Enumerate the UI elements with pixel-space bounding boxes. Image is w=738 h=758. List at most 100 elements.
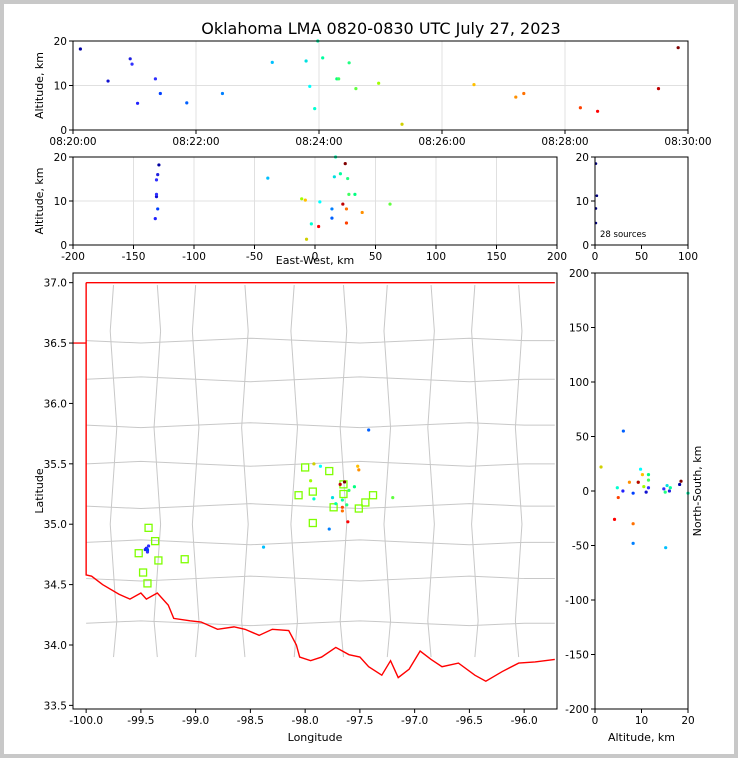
source-point <box>667 489 672 493</box>
source-point <box>318 464 323 468</box>
source-point <box>631 541 635 545</box>
source-point <box>337 77 341 81</box>
plan-view-frame <box>72 272 558 710</box>
time-height-y-tick-label: 20 <box>54 36 67 48</box>
source-point <box>646 478 651 482</box>
plan-view-x-tick-label: -98.0 <box>292 715 319 727</box>
county-line <box>339 285 348 658</box>
lma-station-marker <box>329 503 338 512</box>
source-point <box>330 216 334 220</box>
time-height-y-tick-label: 0 <box>60 125 67 137</box>
ns-height-y-tick-label: 100 <box>569 377 589 389</box>
plan-view-y-tick-label: 35.5 <box>44 459 67 471</box>
source-point <box>332 175 336 179</box>
source-point <box>343 162 347 166</box>
plan-view-y-tick-label: 37.0 <box>44 278 67 290</box>
ew-height-y-tick-label: 0 <box>60 240 67 252</box>
height-histogram-x-tick-label: 50 <box>635 251 648 263</box>
source-point <box>334 502 338 506</box>
ew-height-y-axis-label: Altitude, km <box>33 167 46 234</box>
county-line <box>86 337 555 344</box>
time-height-x-tick-label: 08:22:00 <box>172 136 219 148</box>
ns-height-x-axis-label: Altitude, km <box>608 731 675 744</box>
lma-station-marker <box>154 556 163 565</box>
source-point <box>312 497 316 501</box>
ew-height-x-tick-label: 200 <box>547 251 567 263</box>
county-line <box>86 460 555 467</box>
source-point <box>662 487 666 491</box>
lma-station-marker <box>354 504 363 513</box>
source-point <box>472 83 476 87</box>
source-point <box>646 486 651 490</box>
lma-station-marker <box>294 491 303 500</box>
lma-station-marker <box>308 518 317 528</box>
time-height-x-tick-label: 08:30:00 <box>664 136 711 148</box>
ns-height-x-tick-label: 10 <box>635 715 648 727</box>
source-point <box>357 468 361 472</box>
county-line <box>290 285 298 658</box>
source-point <box>156 207 160 211</box>
source-point <box>330 496 335 500</box>
source-point <box>391 496 395 500</box>
source-point <box>668 486 672 490</box>
source-point <box>664 546 668 550</box>
lma-station-marker <box>150 536 160 546</box>
source-point <box>185 101 189 105</box>
county-line <box>383 285 392 658</box>
source-point <box>599 465 603 469</box>
source-point <box>665 483 669 488</box>
ns-height-y-tick-label: 0 <box>582 486 589 498</box>
county-line <box>86 539 555 546</box>
state-border <box>85 282 555 683</box>
source-point <box>367 428 371 432</box>
source-point <box>347 488 351 492</box>
source-point <box>644 490 648 494</box>
lma-station-marker <box>300 463 310 472</box>
source-point <box>663 490 667 494</box>
ns-height-y-tick-label: 150 <box>569 323 589 335</box>
county-line <box>191 285 200 658</box>
source-point <box>318 200 322 204</box>
county-line <box>86 422 555 429</box>
source-point <box>313 107 317 111</box>
source-point <box>154 178 159 182</box>
plan-view-y-tick-label: 35.0 <box>44 519 67 531</box>
ew-height-x-tick-label: -150 <box>122 251 146 263</box>
source-point <box>678 482 682 487</box>
time-height-x-tick-label: 08:20:00 <box>49 136 96 148</box>
source-point <box>128 57 132 61</box>
plan-view-x-tick-label: -100.0 <box>69 715 103 727</box>
source-point <box>130 62 134 66</box>
source-point <box>616 495 620 500</box>
source-point <box>338 482 342 486</box>
figure-canvas <box>4 4 734 754</box>
ns-height-y-tick-label: 50 <box>576 432 589 444</box>
ew-height-x-tick-label: 50 <box>369 251 382 263</box>
time-height-y-axis-label: Altitude, km <box>33 52 46 119</box>
source-point <box>312 462 316 466</box>
plan-view-y-axis-label: Latitude <box>33 468 46 514</box>
county-line <box>86 575 555 582</box>
source-point <box>327 527 331 531</box>
source-point <box>300 197 304 201</box>
source-point <box>220 91 225 96</box>
plan-view-x-tick-label: -99.5 <box>127 715 154 727</box>
source-point <box>646 473 651 477</box>
ew-height-x-axis-label: East-West, km <box>276 254 354 267</box>
source-point <box>346 520 350 524</box>
source-point <box>514 95 518 99</box>
histogram-point <box>595 194 599 198</box>
source-point <box>621 489 625 493</box>
source-point <box>578 106 582 110</box>
source-point <box>642 485 646 489</box>
source-point <box>153 217 157 221</box>
source-point <box>621 429 625 433</box>
time-height-x-tick-label: 08:26:00 <box>418 136 465 148</box>
source-point <box>360 210 364 215</box>
county-line <box>86 376 555 383</box>
source-point <box>158 91 162 96</box>
plan-view-y-tick-label: 33.5 <box>44 700 67 712</box>
source-point <box>153 77 158 81</box>
